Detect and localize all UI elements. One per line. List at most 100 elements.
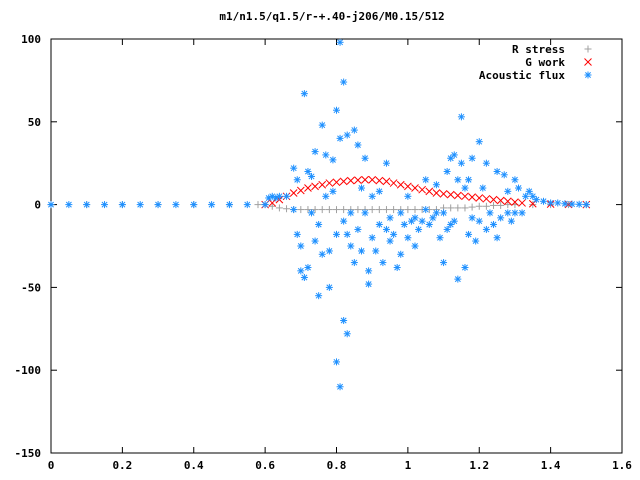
data-point	[336, 38, 344, 46]
data-point	[268, 202, 276, 210]
data-point	[429, 214, 437, 222]
data-point	[511, 176, 519, 184]
data-point	[368, 175, 377, 184]
data-point	[297, 206, 305, 214]
data-point	[504, 187, 512, 195]
data-point	[468, 154, 476, 162]
data-point	[354, 141, 362, 149]
x-tick-label: 1	[405, 459, 412, 472]
data-point	[304, 167, 312, 175]
data-point	[515, 184, 523, 192]
data-point	[290, 206, 298, 214]
x-tick-label: 0.8	[327, 459, 347, 472]
data-point	[511, 209, 519, 217]
data-point	[375, 220, 383, 228]
data-point	[404, 182, 412, 191]
data-point	[290, 164, 298, 172]
data-point	[357, 184, 365, 192]
data-point	[490, 201, 498, 209]
data-point	[343, 131, 351, 139]
data-point	[333, 106, 340, 114]
data-point	[136, 201, 144, 209]
data-point	[118, 201, 126, 209]
data-point	[404, 234, 412, 242]
x-tick-label: 1.6	[612, 459, 632, 472]
data-point	[389, 179, 398, 187]
data-point	[304, 206, 312, 214]
data-point	[503, 197, 512, 206]
data-point	[443, 167, 451, 175]
data-point	[318, 180, 327, 189]
y-tick-label: 50	[28, 116, 41, 129]
data-point	[190, 201, 198, 209]
data-point	[422, 176, 430, 184]
data-point	[440, 259, 448, 267]
data-point	[333, 206, 340, 214]
data-point	[454, 275, 462, 283]
data-point	[400, 220, 408, 228]
data-point	[357, 247, 365, 255]
data-point	[318, 121, 326, 129]
legend-marker	[584, 45, 592, 53]
data-point	[397, 250, 405, 258]
data-point	[283, 205, 291, 213]
data-point	[154, 201, 162, 209]
data-point	[461, 264, 469, 272]
data-point	[468, 203, 476, 211]
data-point	[504, 201, 512, 209]
series-layer	[47, 38, 591, 391]
data-point	[340, 78, 348, 86]
data-point	[375, 206, 383, 214]
data-point	[340, 317, 348, 325]
data-point	[275, 192, 283, 200]
data-point	[368, 234, 376, 242]
data-point	[329, 187, 337, 195]
data-point	[432, 209, 440, 217]
x-tick-label: 1.4	[541, 459, 561, 472]
data-point	[575, 200, 583, 208]
data-point	[372, 247, 380, 255]
data-point	[325, 283, 333, 291]
series-2	[47, 38, 590, 391]
data-point	[343, 330, 351, 338]
data-point	[457, 159, 465, 167]
data-point	[382, 225, 390, 233]
data-point	[497, 201, 505, 209]
data-point	[525, 187, 533, 195]
data-point	[254, 201, 262, 209]
data-point	[475, 138, 483, 146]
series-0	[47, 201, 590, 214]
data-point	[547, 199, 555, 207]
data-point	[289, 189, 298, 197]
data-point	[304, 264, 312, 272]
data-point	[465, 230, 473, 238]
x-tick-label: 0.6	[255, 459, 275, 472]
data-point	[425, 220, 433, 228]
legend-label: R stress	[512, 43, 565, 56]
data-point	[479, 184, 487, 192]
data-point	[493, 167, 501, 175]
data-point	[500, 171, 508, 179]
data-point	[486, 209, 494, 217]
data-point	[325, 206, 333, 214]
data-point	[336, 134, 344, 142]
data-point	[311, 206, 319, 214]
data-point	[386, 237, 394, 245]
data-point	[243, 201, 251, 209]
legend-marker	[584, 58, 592, 66]
plot-frame	[50, 38, 623, 454]
data-point	[311, 182, 319, 191]
data-point	[368, 192, 376, 200]
data-point	[350, 126, 358, 134]
data-point	[454, 176, 462, 184]
legend-marker	[584, 71, 592, 79]
data-point	[225, 201, 233, 209]
data-point	[411, 214, 419, 222]
data-point	[482, 159, 490, 167]
data-point	[489, 195, 498, 204]
data-point	[268, 192, 276, 200]
x-tick-label: 1.2	[469, 459, 489, 472]
data-point	[340, 206, 348, 214]
data-point	[361, 209, 369, 217]
